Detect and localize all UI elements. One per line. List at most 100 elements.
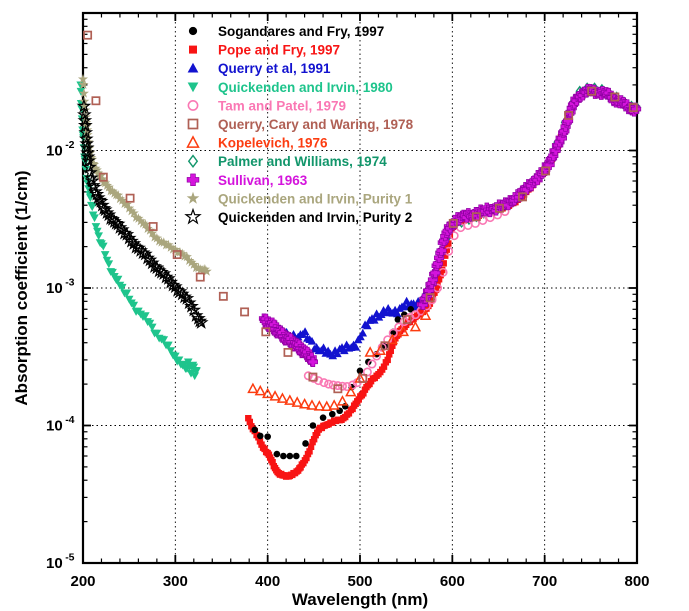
marker (358, 328, 368, 337)
marker (91, 223, 101, 231)
marker (187, 99, 199, 111)
marker (345, 410, 353, 417)
marker (363, 321, 372, 330)
marker (264, 433, 271, 440)
marker (192, 367, 201, 376)
marker (93, 227, 102, 236)
marker (443, 246, 450, 253)
marker (328, 351, 338, 360)
marker (128, 207, 139, 218)
legend-item-sullivan-1963: Sullivan, 1963 (186, 173, 308, 188)
marker (90, 163, 101, 173)
legend-label-sogandares-fry-1997: Sogandares and Fry, 1997 (218, 24, 384, 39)
marker (380, 341, 390, 351)
marker (541, 166, 551, 176)
marker (218, 291, 228, 301)
marker (319, 378, 329, 388)
marker (82, 129, 93, 140)
marker (329, 410, 336, 418)
marker (356, 367, 364, 375)
marker (254, 384, 266, 396)
y-tick-label-1e-4: 10 -4 (46, 414, 75, 435)
x-tick-label-300: 300 (163, 573, 188, 590)
marker (402, 315, 412, 324)
marker (81, 165, 91, 174)
marker (83, 133, 94, 143)
legend-item-querry-cary-waring-1978: Querry, Cary and Waring, 1978 (187, 117, 414, 132)
marker (333, 349, 342, 358)
marker (148, 222, 158, 231)
marker (438, 266, 446, 274)
marker (83, 170, 99, 185)
y-tick-label-1e-3: 10 -3 (46, 277, 75, 298)
marker (166, 347, 176, 356)
marker (518, 192, 527, 202)
marker (269, 459, 276, 466)
marker (393, 309, 402, 318)
series-quickenden-irvin-1980 (76, 81, 201, 381)
marker (188, 26, 198, 36)
marker (306, 448, 313, 455)
marker (188, 259, 199, 269)
marker (283, 347, 293, 357)
marker (394, 316, 402, 323)
marker (145, 319, 155, 328)
marker (85, 177, 101, 192)
marker (276, 392, 289, 403)
marker (193, 314, 209, 329)
legend-item-kopelevich-1976: Kopelevich, 1976 (186, 135, 328, 151)
marker (380, 363, 388, 370)
x-tick-label-600: 600 (440, 573, 465, 590)
marker (261, 327, 271, 337)
marker (449, 231, 459, 241)
legend-label-palmer-williams-1974: Palmer and Williams, 1974 (218, 154, 387, 169)
marker (109, 188, 120, 198)
x-tick-label-200: 200 (70, 573, 95, 590)
marker (124, 202, 135, 213)
marker (181, 251, 192, 262)
marker (358, 373, 368, 383)
marker (80, 145, 95, 160)
marker (186, 257, 197, 267)
marker (386, 351, 393, 358)
marker (436, 245, 447, 256)
marker (142, 223, 153, 233)
marker (291, 396, 303, 407)
legend-label-tam-patel-1979: Tam and Patel, 1979 (218, 98, 346, 113)
marker (362, 367, 372, 377)
marker (328, 399, 340, 410)
marker (435, 276, 443, 283)
marker (117, 195, 128, 205)
marker (97, 202, 113, 217)
legend-label-quickenden-irvin-purity-1: Quickenden and Irvin, Purity 1 (218, 191, 413, 206)
marker (360, 390, 367, 397)
marker (125, 193, 135, 203)
marker (251, 426, 259, 434)
marker (89, 186, 105, 201)
y-tick-label-1e-5: 10 -5 (46, 552, 75, 573)
marker (201, 266, 212, 276)
marker (430, 267, 441, 278)
marker (186, 302, 202, 317)
marker (407, 306, 415, 313)
marker (199, 264, 210, 274)
legend-label-quickenden-irvin-1980: Quickenden and Irvin, 1980 (218, 80, 393, 95)
marker (286, 452, 294, 460)
marker (177, 248, 188, 259)
marker (337, 381, 347, 391)
y-tick-label-1e-2: 10 -2 (46, 139, 75, 160)
marker (307, 356, 318, 367)
marker (240, 307, 250, 317)
marker (186, 135, 200, 148)
marker (386, 333, 398, 345)
legend-item-tam-patel-1979: Tam and Patel, 1979 (187, 98, 346, 113)
marker (187, 62, 199, 73)
marker (90, 214, 99, 223)
marker (165, 242, 176, 252)
marker (298, 397, 311, 409)
x-tick-label-800: 800 (624, 573, 649, 590)
legend: Sogandares and Fry, 1997 Pope and Fry, 19… (184, 24, 414, 225)
marker (79, 100, 90, 111)
marker (273, 450, 281, 458)
